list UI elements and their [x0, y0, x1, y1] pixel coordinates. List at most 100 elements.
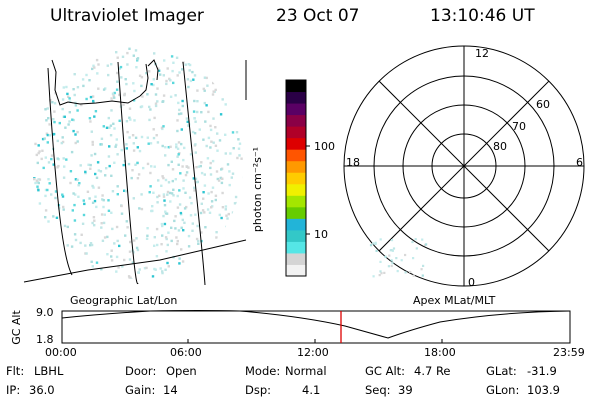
emission-pixel — [165, 82, 168, 86]
polar-emission-pixel — [387, 265, 390, 268]
emission-pixel — [95, 205, 98, 209]
emission-pixel — [231, 211, 235, 214]
emission-pixel — [115, 51, 118, 54]
emission-pixel — [56, 157, 59, 160]
emission-pixel — [155, 255, 159, 258]
emission-pixel — [194, 120, 197, 123]
emission-pixel — [210, 200, 214, 203]
emission-pixel — [62, 176, 66, 179]
polar-emission-pixel — [414, 238, 417, 241]
emission-pixel — [209, 161, 212, 165]
emission-pixel — [150, 165, 153, 168]
emission-pixel — [68, 97, 71, 100]
emission-pixel — [216, 149, 219, 152]
emission-pixel — [135, 237, 138, 240]
emission-pixel — [90, 260, 93, 263]
emission-pixel — [125, 143, 128, 146]
emission-pixel — [107, 73, 110, 77]
emission-pixel — [137, 173, 141, 176]
emission-pixel — [125, 120, 129, 123]
emission-pixel — [207, 136, 211, 140]
longitude-line — [47, 67, 73, 276]
emission-pixel — [215, 231, 218, 234]
polar-emission-pixel — [378, 274, 381, 277]
emission-pixel — [85, 252, 88, 255]
emission-pixel — [104, 174, 107, 177]
colorbar-band — [286, 172, 306, 185]
emission-pixel — [204, 120, 207, 123]
dsp-value: 4.1 — [302, 383, 321, 397]
emission-pixel — [67, 95, 70, 98]
mlt-label-0: 0 — [468, 276, 475, 289]
emission-pixel — [218, 139, 222, 142]
emission-pixel — [136, 146, 139, 149]
emission-pixel — [164, 236, 168, 239]
emission-pixel — [154, 102, 158, 105]
emission-pixel — [173, 219, 176, 223]
emission-pixel — [182, 158, 185, 162]
polar-emission-pixel — [369, 244, 373, 247]
emission-pixel — [89, 244, 92, 247]
emission-pixel — [74, 193, 77, 196]
emission-pixel — [92, 64, 95, 67]
colorbar-band — [286, 195, 306, 208]
emission-pixel — [87, 163, 90, 166]
emission-pixel — [176, 155, 179, 158]
emission-pixel — [181, 99, 184, 103]
emission-pixel — [136, 248, 140, 252]
door-key: Door: — [125, 364, 157, 378]
emission-pixel — [154, 268, 157, 271]
emission-pixel — [102, 221, 106, 225]
emission-pixel — [132, 82, 135, 85]
emission-pixel — [193, 74, 197, 77]
emission-pixel — [233, 202, 237, 205]
emission-pixel — [182, 179, 185, 182]
emission-pixel — [147, 142, 150, 145]
emission-pixel — [226, 163, 230, 166]
emission-pixel — [125, 220, 128, 223]
emission-pixel — [93, 224, 96, 227]
emission-pixel — [167, 265, 170, 268]
polar-emission-pixel — [379, 238, 382, 241]
emission-pixel — [193, 189, 196, 192]
emission-pixel — [189, 153, 193, 156]
emission-pixel — [53, 120, 56, 124]
emission-pixel — [225, 214, 228, 217]
emission-pixel — [180, 112, 183, 115]
colorbar-frame — [285, 79, 307, 277]
emission-pixel — [69, 181, 72, 185]
emission-pixel — [132, 142, 135, 145]
emission-pixel — [72, 88, 75, 91]
polar-emission-pixel — [380, 272, 383, 275]
emission-pixel — [38, 202, 42, 205]
emission-pixel — [107, 155, 111, 158]
emission-pixel — [101, 239, 105, 242]
emission-pixel — [126, 63, 129, 66]
emission-pixel — [194, 151, 197, 154]
orbit-y-tick-min: 1.8 — [36, 333, 54, 346]
emission-pixel — [53, 102, 57, 105]
emission-pixel — [128, 276, 131, 279]
polar-emission-pixel — [390, 249, 393, 252]
orbit-x-tick: 00:00 — [45, 346, 77, 359]
emission-pixel — [214, 194, 218, 197]
emission-pixel — [170, 239, 173, 243]
emission-pixel — [136, 58, 139, 61]
polar-emission-pixel — [375, 249, 378, 252]
emission-pixel — [116, 153, 119, 156]
emission-pixel — [118, 119, 121, 122]
emission-pixel — [110, 249, 113, 252]
emission-pixel — [205, 104, 208, 107]
emission-pixel — [153, 165, 156, 168]
emission-pixel — [162, 214, 165, 218]
emission-pixel — [164, 212, 168, 215]
emission-pixel — [165, 250, 168, 253]
emission-pixel — [88, 79, 91, 82]
emission-pixel — [50, 193, 53, 196]
emission-pixel — [110, 211, 113, 214]
emission-pixel — [140, 193, 143, 196]
emission-pixel — [219, 113, 223, 116]
emission-pixel — [145, 237, 149, 240]
emission-pixel — [197, 242, 200, 245]
emission-pixel — [193, 99, 196, 103]
